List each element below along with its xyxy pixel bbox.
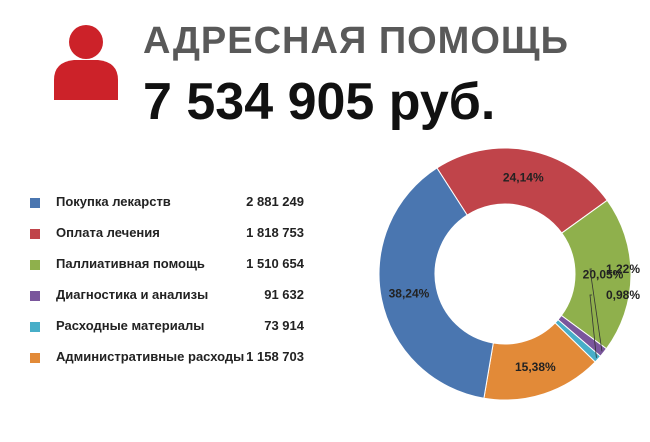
leader-line (589, 268, 603, 352)
legend-swatch (30, 260, 40, 270)
donut-slice (378, 167, 494, 399)
slice-label: 20,05% (583, 267, 624, 281)
legend-label: Покупка лекарств (56, 194, 171, 209)
legend-item: Оплата лечения 1 818 753 (30, 221, 320, 252)
donut-slice (436, 147, 608, 234)
slice-label: 15,38% (515, 360, 556, 374)
page-title: АДРЕСНАЯ ПОМОЩЬ (143, 20, 569, 62)
legend-value: 1 158 703 (246, 349, 304, 364)
legend-swatch (30, 353, 40, 363)
legend-label: Административные расходы (56, 349, 245, 364)
slice-label: 38,24% (389, 287, 430, 301)
legend-swatch (30, 198, 40, 208)
total-amount: 7 534 905 руб. (143, 73, 496, 131)
legend-label: Оплата лечения (56, 225, 160, 240)
legend-swatch (30, 229, 40, 239)
person-icon (54, 25, 118, 100)
legend-item: Паллиативная помощь 1 510 654 (30, 252, 320, 283)
legend-item: Покупка лекарств 2 881 249 (30, 190, 320, 221)
legend-swatch (30, 322, 40, 332)
legend-value: 91 632 (264, 287, 304, 302)
legend-item: Диагностика и анализы 91 632 (30, 283, 320, 314)
slice-label: 1,22% (606, 262, 640, 276)
leader-line (589, 294, 597, 358)
legend-item: Расходные материалы 73 914 (30, 314, 320, 345)
legend-swatch (30, 291, 40, 301)
slice-label: 0,98% (606, 288, 640, 302)
legend-item: Административные расходы 1 158 703 (30, 345, 320, 376)
legend-value: 1 818 753 (246, 225, 304, 240)
slice-label: 24,14% (503, 171, 544, 185)
legend-value: 73 914 (264, 318, 304, 333)
legend-value: 1 510 654 (246, 256, 304, 271)
legend-label: Расходные материалы (56, 318, 205, 333)
donut-chart: 24,14% 20,05%1,22% 0,98% 15,38% 38,24% (378, 147, 640, 401)
legend: Покупка лекарств 2 881 249 Оплата лечени… (30, 190, 320, 376)
legend-value: 2 881 249 (246, 194, 304, 209)
legend-label: Паллиативная помощь (56, 256, 205, 271)
legend-label: Диагностика и анализы (56, 287, 209, 302)
